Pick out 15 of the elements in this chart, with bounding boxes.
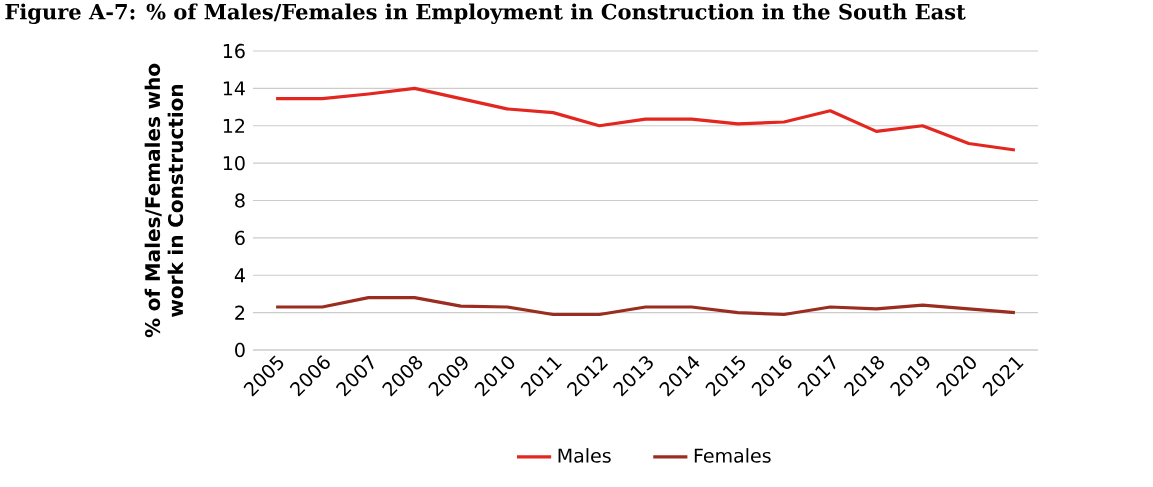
legend-label: Females: [694, 448, 771, 463]
line-series: [274, 86, 1017, 152]
y-tick-label: 0: [235, 342, 245, 358]
y-tick-label: 4: [234, 268, 245, 283]
y-tick-label: 6: [235, 230, 245, 246]
y-tick-label: 16: [223, 43, 245, 59]
line-series: [274, 296, 1017, 317]
y-tick-label: 2: [235, 305, 245, 320]
y-tick-label: 8: [235, 193, 245, 208]
chart-title: Figure A-7: % of Males/Females in Employment in Construction in the South East: [5, 3, 966, 25]
y-tick-label: 12: [223, 118, 245, 133]
y-tick-label: 10: [223, 155, 245, 171]
legend-label: Males: [558, 448, 611, 463]
y-tick-label: 14: [223, 81, 245, 96]
y-axis-title: % of Males/Females who work in Construction: [144, 63, 184, 338]
